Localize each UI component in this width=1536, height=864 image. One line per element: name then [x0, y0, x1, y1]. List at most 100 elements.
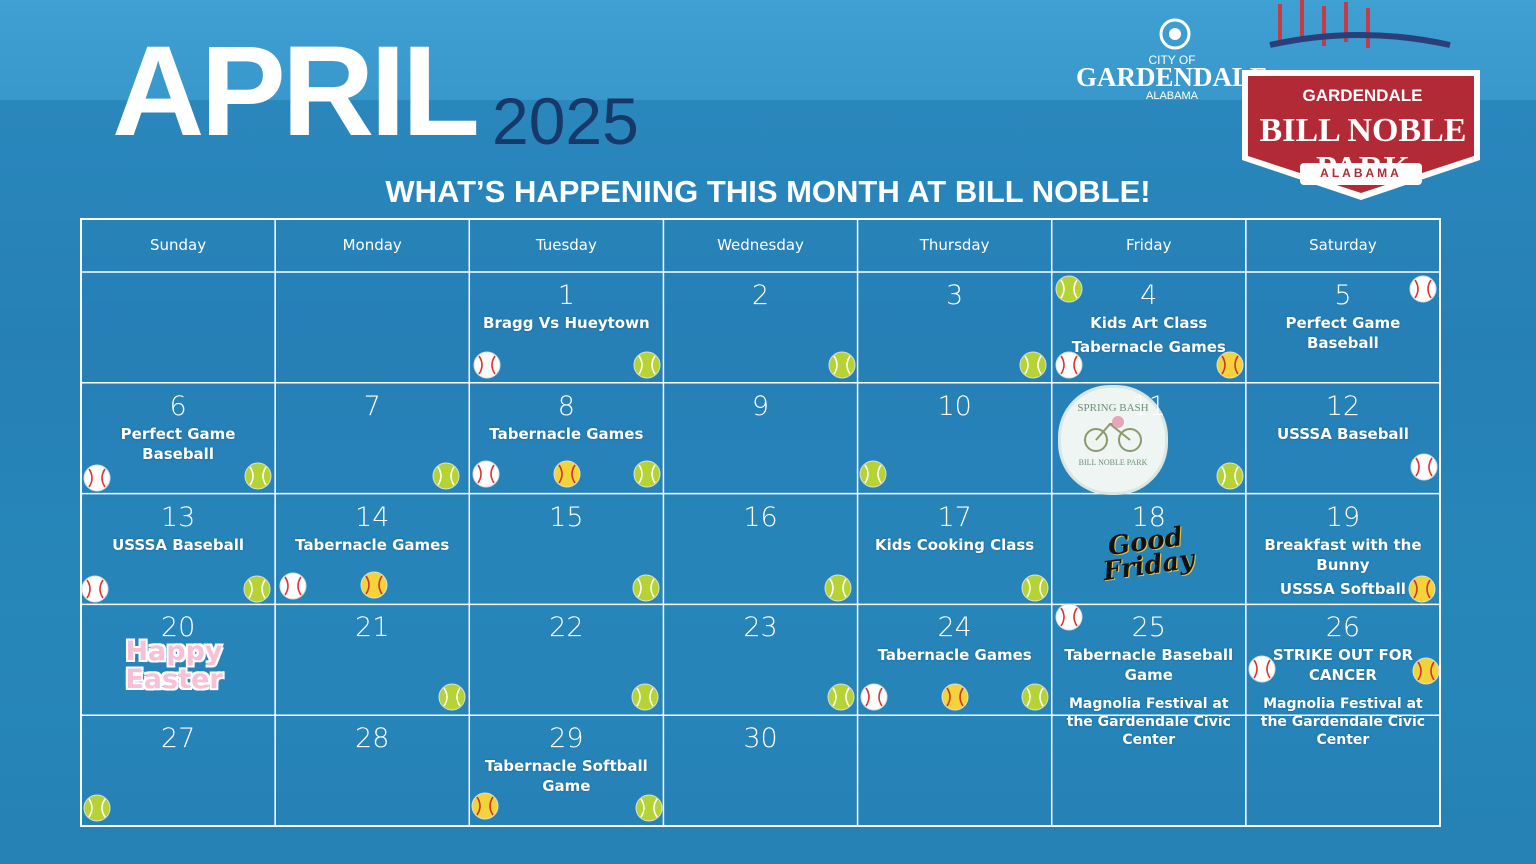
day-number: 28	[355, 723, 390, 755]
day-cell: 25 Tabernacle Baseball Game Magnolia Festi…	[1052, 604, 1246, 748]
day-cell: 15	[469, 494, 663, 605]
spring-bash-sticker: SPRING BASH BILL NOBLE PARK	[1058, 385, 1168, 495]
day-cell: 2	[663, 272, 857, 383]
day-cell: 11	[1052, 383, 1246, 494]
day-number: 30	[743, 723, 778, 755]
happy-easter-sticker: Happy Easter	[125, 636, 223, 695]
day-number: 1	[557, 280, 575, 311]
city-of: CITY OF	[1148, 53, 1196, 67]
event: USSSA Baseball	[1276, 424, 1409, 443]
year: 2025	[492, 84, 639, 158]
day-number: 10	[937, 390, 972, 422]
day-cell: 29 Tabernacle Softball Game	[469, 715, 663, 826]
calendar-frame	[80, 218, 1441, 827]
event: Bragg Vs Hueytown	[483, 314, 650, 332]
weekday-header: Thursday	[919, 236, 990, 254]
day-cell: 6 Perfect Game Baseball	[81, 383, 275, 494]
day-cell: 30	[663, 715, 857, 826]
park-name: BILL NOBLE PARK	[1259, 112, 1467, 187]
day-number: 15	[549, 501, 584, 533]
event: Tabernacle Games	[1071, 338, 1226, 356]
magnolia-icon	[1159, 18, 1191, 50]
event: Magnolia Festival at the Gardendale Civi…	[1066, 696, 1231, 749]
day-cell: 14 Tabernacle Games	[275, 494, 469, 605]
day-cell: 19 Breakfast with the Bunny USSSA Softball	[1246, 494, 1440, 605]
month-title: APRIL	[112, 20, 480, 163]
day-cell: 18	[1052, 494, 1246, 605]
subtitle: WHAT’S HAPPENING THIS MONTH AT BILL NOBL…	[385, 174, 1151, 209]
day-cell: 5 Perfect Game Baseball	[1246, 272, 1440, 383]
weekday-header: Sunday	[150, 236, 207, 254]
day-cell: 28	[275, 715, 469, 826]
day-number: 2	[751, 280, 770, 311]
day-cell: 24 Tabernacle Games	[858, 604, 1052, 715]
sticker-subtitle: BILL NOBLE PARK	[1078, 458, 1148, 467]
weekday-header: Tuesday	[535, 236, 597, 254]
day-number: 21	[355, 612, 390, 644]
day-number: 12	[1325, 390, 1361, 422]
day-number: 3	[946, 280, 964, 311]
day-cell: 23	[663, 604, 857, 715]
day-number: 6	[169, 390, 187, 422]
day-number: 23	[743, 612, 778, 644]
weekday-header: Saturday	[1309, 236, 1377, 254]
event: Tabernacle Baseball Game	[1064, 646, 1234, 685]
bicycle-icon	[1084, 416, 1142, 452]
city-name: GARDENDALE	[1075, 62, 1269, 92]
event: Perfect Game Baseball	[1285, 314, 1401, 352]
day-cell: 7	[275, 383, 469, 494]
event: Magnolia Festival at the Gardendale Civi…	[1260, 696, 1426, 749]
day-number: 22	[549, 612, 584, 644]
event: Kids Cooking Class	[875, 535, 1035, 554]
day-number: 13	[160, 501, 196, 533]
event: Tabernacle Games	[877, 646, 1032, 665]
day-number: 18	[1131, 501, 1166, 533]
weekday-header: Monday	[342, 236, 402, 254]
event: USSSA Softball	[1279, 579, 1406, 598]
day-number: 4	[1140, 280, 1158, 311]
day-number: 29	[549, 723, 584, 755]
day-cell: 21	[275, 604, 469, 715]
park-badge	[1242, 0, 1480, 200]
day-number: 11	[1131, 390, 1166, 422]
day-cell: 1 Bragg Vs Hueytown	[469, 272, 663, 383]
day-cell: 16	[663, 494, 857, 605]
sticker-title: SPRING BASH	[1077, 402, 1149, 414]
day-cell: 10	[858, 383, 1052, 494]
city-state: ALABAMA	[1146, 90, 1198, 102]
event: Tabernacle Games	[295, 535, 450, 554]
day-number: 25	[1131, 612, 1166, 644]
day-number: 8	[557, 390, 575, 422]
day-number: 9	[751, 390, 770, 422]
event: STRIKE OUT FOR CANCER	[1272, 646, 1414, 685]
day-cell: 26 STRIKE OUT FOR CANCER Magnolia Festival…	[1246, 604, 1440, 748]
day-number: 16	[743, 501, 778, 533]
day-number: 17	[937, 501, 972, 533]
event: Tabernacle Softball Game	[484, 757, 648, 796]
day-cell: 3	[858, 272, 1052, 383]
day-cell: 12 USSSA Baseball	[1246, 383, 1440, 494]
day-cell: 13 USSSA Baseball	[81, 494, 275, 605]
day-cell: 4 Kids Art Class Tabernacle Games	[1052, 272, 1246, 383]
day-number: 14	[355, 501, 390, 533]
event: USSSA Baseball	[112, 535, 244, 554]
day-number: 24	[937, 612, 972, 644]
weekday-header: Friday	[1126, 236, 1172, 254]
event: Kids Art Class	[1090, 314, 1208, 332]
event: Breakfast with the Bunny	[1264, 535, 1422, 574]
day-number: 20	[160, 612, 196, 644]
day-cell: 9	[663, 383, 857, 494]
event: Perfect Game Baseball	[120, 424, 236, 463]
day-cell: 22	[469, 604, 663, 715]
day-number: 5	[1334, 280, 1352, 311]
day-cell: 27	[81, 715, 275, 826]
weekday-header: Wednesday	[717, 236, 804, 254]
day-cell: 8 Tabernacle Games	[469, 383, 663, 494]
park-state: ALABAMA	[1320, 166, 1402, 180]
park-top: GARDENDALE	[1302, 86, 1423, 105]
day-number: 19	[1325, 501, 1361, 533]
day-number: 27	[160, 723, 196, 755]
day-number: 26	[1325, 612, 1361, 644]
